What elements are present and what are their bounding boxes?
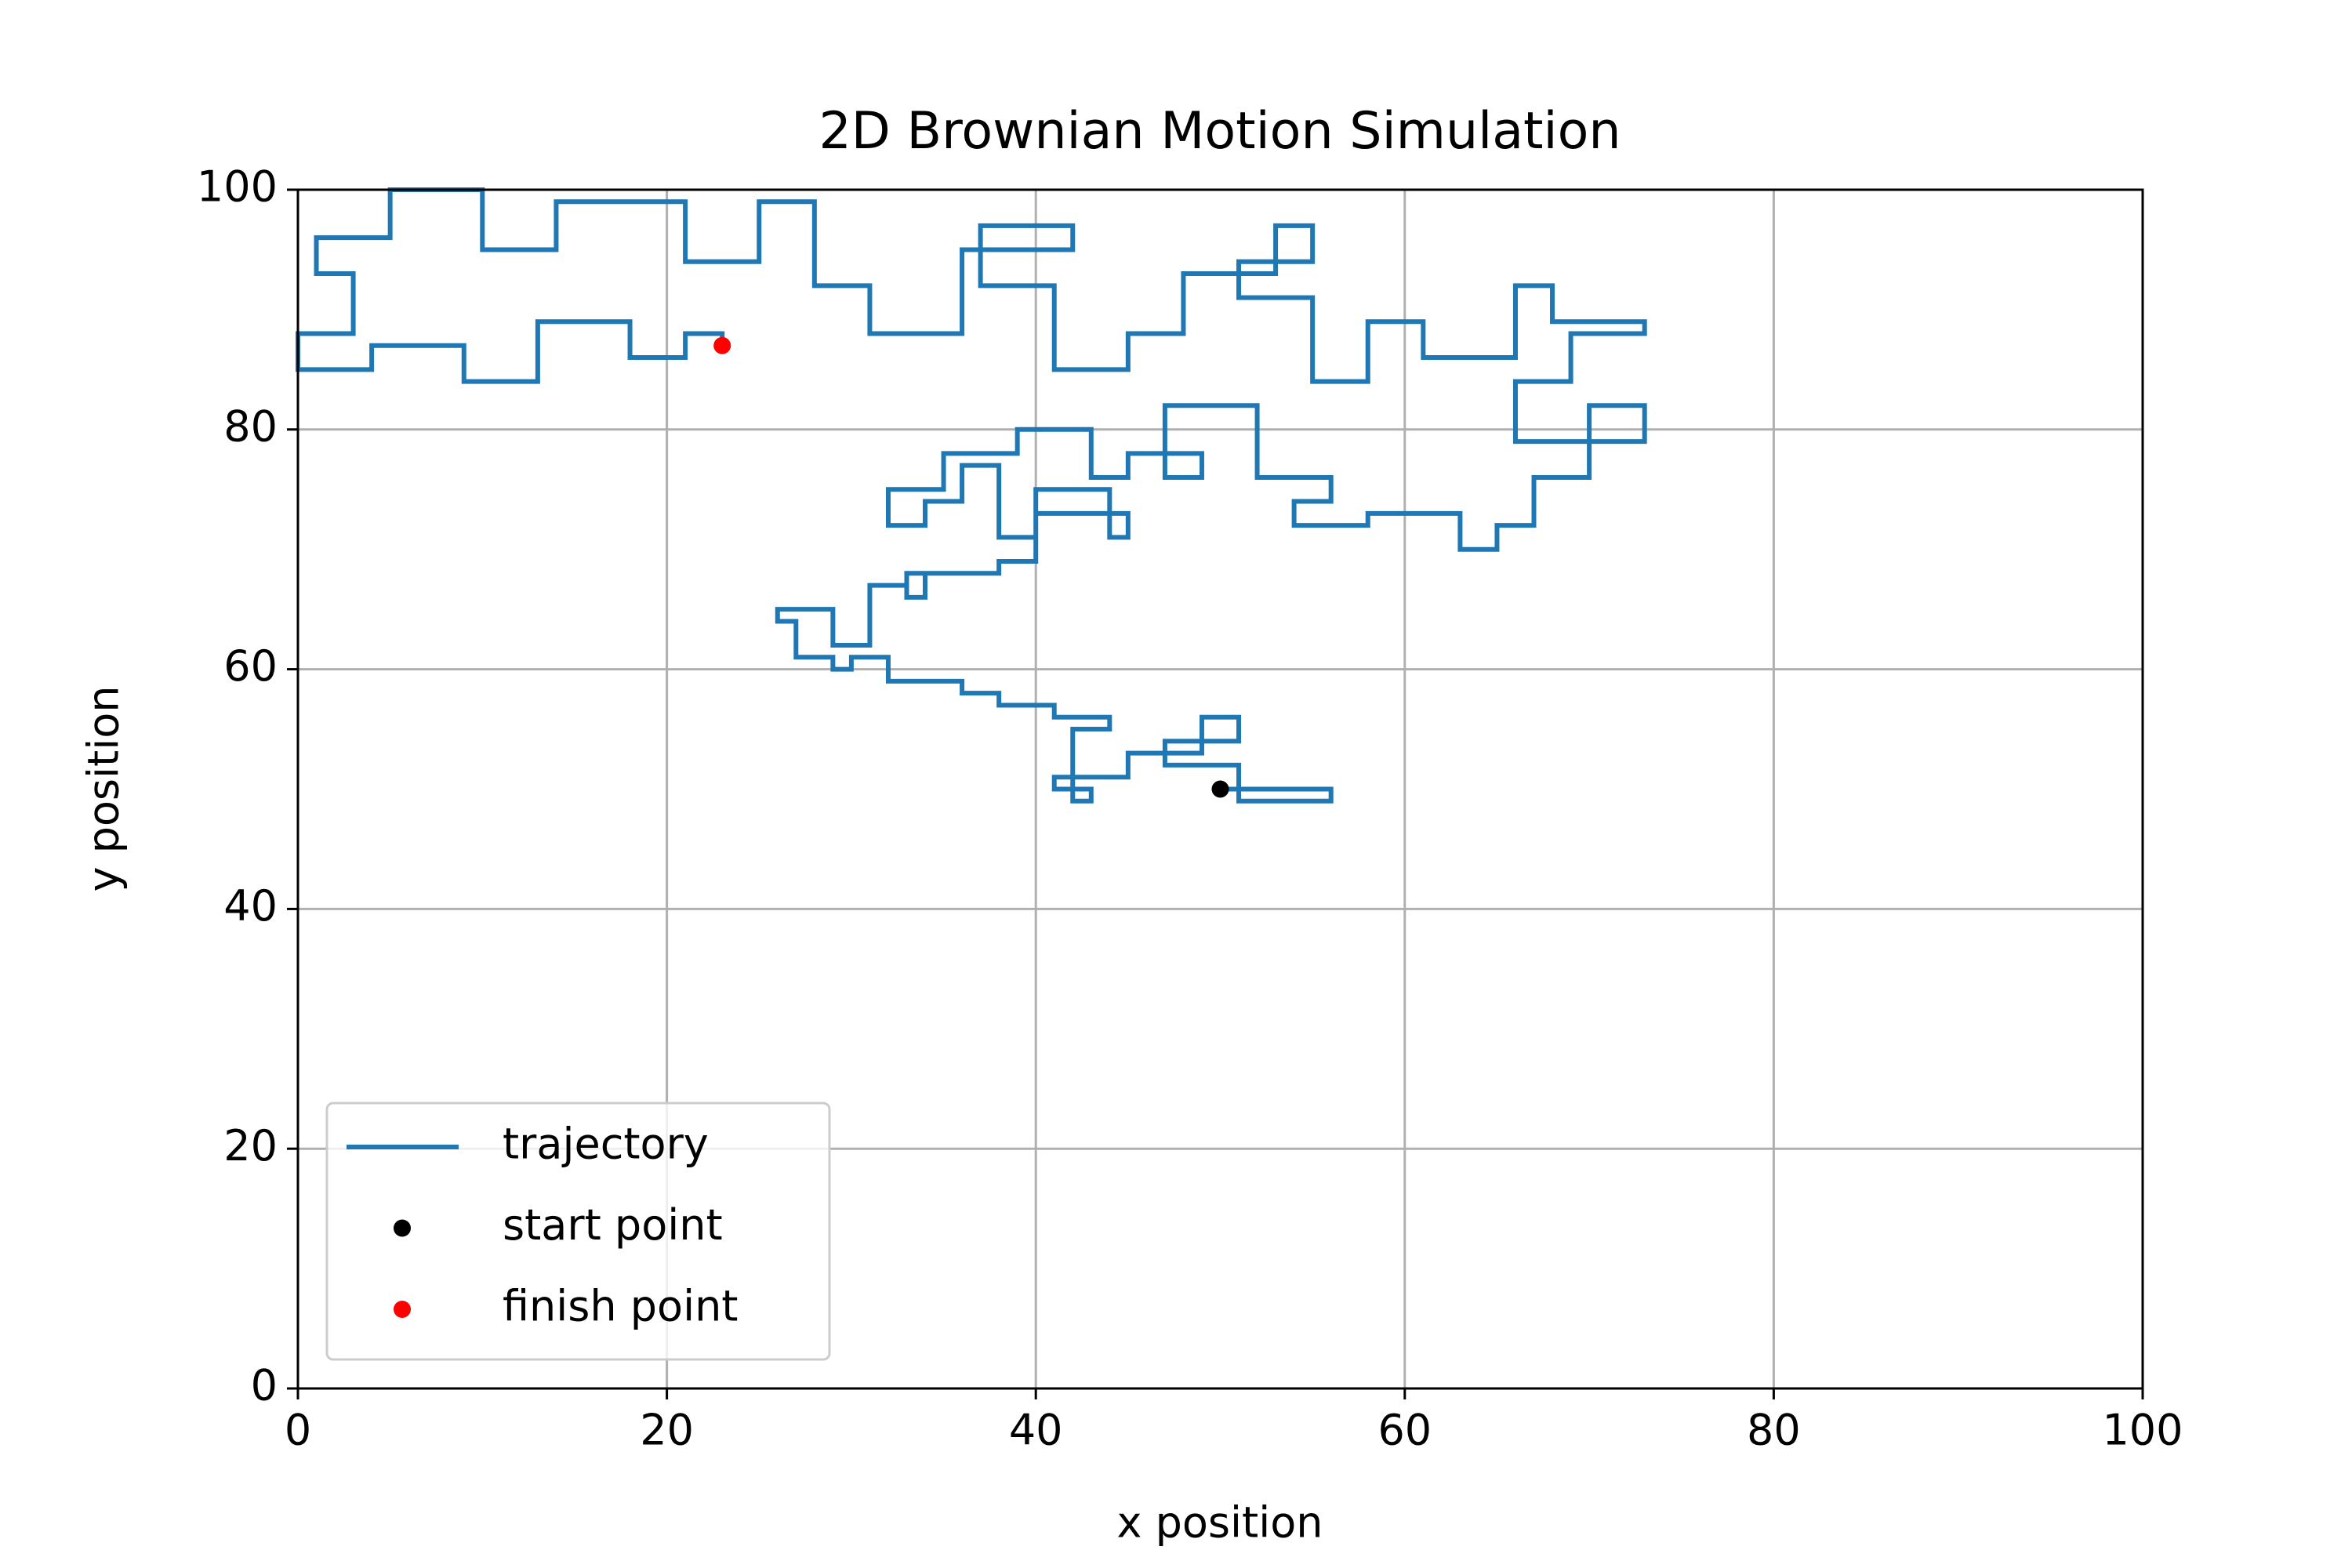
legend-label: finish point	[503, 1282, 738, 1331]
x-tick-label: 80	[1747, 1406, 1801, 1455]
data-point	[1211, 780, 1229, 798]
y-tick-label: 0	[251, 1361, 278, 1410]
x-tick-label: 60	[1377, 1406, 1432, 1455]
chart-title: 2D Brownian Motion Simulation	[818, 102, 1621, 161]
data-point	[713, 336, 731, 354]
y-tick-label: 20	[223, 1121, 278, 1171]
y-tick-label: 80	[223, 401, 278, 451]
legend-box	[325, 1102, 831, 1361]
x-tick-label: 100	[2102, 1406, 2183, 1455]
x-tick-label: 40	[1009, 1406, 1063, 1455]
x-tick-label: 0	[285, 1406, 311, 1455]
x-axis-label: x position	[1116, 1498, 1323, 1548]
legend-label: start point	[503, 1200, 723, 1250]
y-tick-label: 40	[223, 881, 278, 931]
trajectory-line	[296, 187, 1647, 804]
plot-frame	[296, 188, 2144, 1390]
legend-marker	[394, 1219, 411, 1237]
y-axis-label: y position	[79, 685, 129, 891]
y-tick-label: 60	[223, 641, 278, 691]
y-tick-label: 100	[197, 162, 278, 212]
legend-label: trajectory	[503, 1120, 709, 1169]
x-tick-label: 20	[640, 1406, 694, 1455]
legend-marker	[394, 1301, 411, 1318]
